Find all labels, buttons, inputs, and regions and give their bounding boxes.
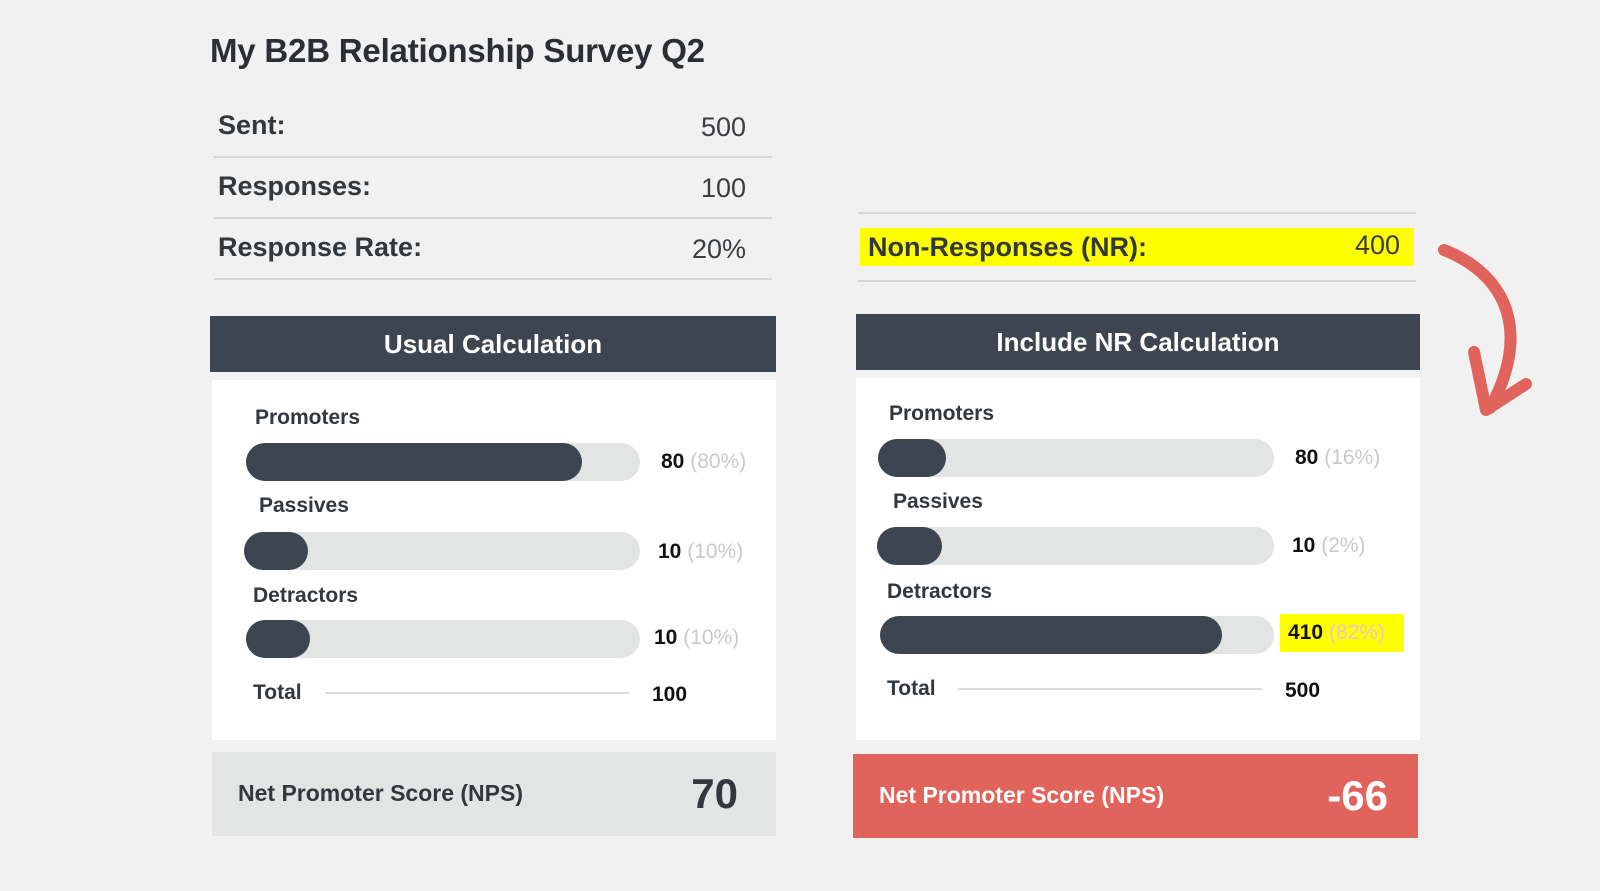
nps-value: -66	[1327, 772, 1388, 819]
nps-label: Net Promoter Score (NPS)	[879, 782, 1165, 808]
bar-track-promoters	[878, 439, 1274, 477]
stat-label: Sent:	[218, 110, 286, 140]
count-value: 410	[1288, 621, 1324, 644]
stat-row-response-rate: Response Rate: 20%	[214, 218, 772, 280]
category-label-promoters: Promoters	[889, 402, 995, 425]
stat-label: Non-Responses (NR):	[868, 232, 1148, 262]
panel-include-nr: Promoters 80 (16%) Passives 10 (2%) Detr…	[856, 378, 1420, 740]
category-label-passives: Passives	[259, 494, 349, 517]
total-label: Total	[887, 677, 936, 700]
stat-row-sent: Sent: 500	[214, 96, 772, 158]
count-detractors-highlighted: 410 (82%)	[1280, 614, 1404, 652]
panel-heading-usual: Usual Calculation	[210, 316, 776, 372]
total-value: 500	[1285, 679, 1321, 702]
page-title: My B2B Relationship Survey Q2	[210, 32, 705, 69]
count-value: 80	[661, 450, 685, 473]
panel-heading-include-nr: Include NR Calculation	[856, 314, 1420, 370]
nps-box-include-nr: Net Promoter Score (NPS) -66	[853, 754, 1418, 838]
percent-value: (80%)	[690, 450, 747, 473]
count-promoters: 80 (80%)	[661, 450, 746, 474]
panel-usual: Promoters 80 (80%) Passives 10 (10%) Det…	[212, 380, 776, 740]
stat-value: 400	[1354, 230, 1400, 260]
percent-value: (16%)	[1324, 446, 1381, 469]
divider	[958, 688, 1262, 690]
stat-label: Responses:	[218, 171, 372, 201]
bar-fill-passives	[877, 527, 942, 565]
bar-track-passives	[244, 532, 640, 570]
percent-value: (10%)	[683, 626, 740, 649]
bar-fill-detractors	[880, 616, 1222, 654]
count-passives: 10 (10%)	[658, 540, 743, 564]
bar-fill-detractors	[246, 620, 310, 658]
category-label-promoters: Promoters	[255, 406, 361, 429]
count-value: 10	[658, 540, 682, 563]
stat-value: 20%	[691, 234, 746, 264]
count-promoters: 80 (16%)	[1295, 446, 1380, 470]
divider	[325, 692, 629, 694]
count-passives: 10 (2%)	[1292, 534, 1366, 558]
category-label-detractors: Detractors	[887, 580, 993, 603]
bar-track-passives	[877, 527, 1274, 565]
category-label-detractors: Detractors	[253, 584, 359, 607]
stat-row-non-responses: Non-Responses (NR): 400	[858, 212, 1416, 282]
stat-value: 100	[700, 173, 746, 203]
stat-label: Response Rate:	[218, 232, 423, 262]
bar-track-detractors	[246, 620, 640, 658]
count-detractors: 10 (10%)	[654, 626, 739, 650]
bar-track-promoters	[246, 443, 640, 481]
percent-value: (2%)	[1321, 534, 1366, 557]
bar-track-detractors	[880, 616, 1274, 654]
nps-box-usual: Net Promoter Score (NPS) 70	[212, 752, 776, 836]
total-label: Total	[253, 681, 302, 704]
bar-fill-promoters	[878, 439, 946, 477]
bar-fill-promoters	[246, 443, 582, 481]
highlight: Non-Responses (NR): 400	[860, 228, 1414, 266]
bar-fill-passives	[244, 532, 308, 570]
curved-arrow-down-icon	[1438, 244, 1532, 416]
percent-value: (10%)	[687, 540, 744, 563]
category-label-passives: Passives	[893, 490, 983, 513]
stat-row-responses: Responses: 100	[214, 157, 772, 219]
percent-value: (82%)	[1328, 621, 1385, 644]
count-value: 80	[1295, 446, 1319, 469]
count-value: 10	[1292, 534, 1316, 557]
count-value: 10	[654, 626, 678, 649]
total-value: 100	[652, 683, 688, 706]
nps-label: Net Promoter Score (NPS)	[238, 780, 524, 806]
stat-value: 500	[700, 112, 746, 142]
nps-value: 70	[691, 770, 738, 817]
